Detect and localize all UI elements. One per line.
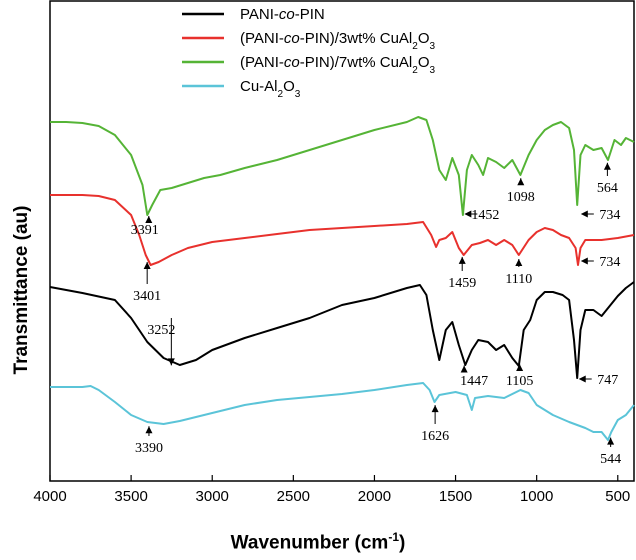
annotation-arrow-head — [167, 358, 175, 366]
annotation-label: 3390 — [135, 441, 163, 456]
legend: PANI-co-PIN (PANI-co-PIN)/3wt% CuAl2O3(PA… — [182, 6, 436, 100]
plot-frame — [49, 0, 635, 482]
legend-entry-0: PANI-co-PIN — [182, 6, 325, 23]
annotation-arrow-head — [607, 437, 615, 445]
annotation-arrow-head — [580, 257, 588, 265]
x-tick-label-1000: 1000 — [520, 488, 553, 505]
annotation-label: 1459 — [448, 276, 476, 291]
legend-entry-2: (PANI-co-PIN)/7wt% CuAl2O3 — [182, 54, 436, 76]
annotation-4: 734 — [580, 208, 620, 223]
annotation-15: 544 — [600, 437, 621, 467]
x-axis-label-wrap: Wavenumber (cm-1) — [0, 530, 636, 554]
legend-entry-3: Cu-Al2O3 — [182, 78, 301, 100]
annotation-label: 564 — [597, 181, 618, 196]
annotation-arrow-head — [458, 256, 466, 264]
annotation-1: 1452 — [464, 208, 499, 223]
annotation-arrow-head — [516, 364, 524, 371]
annotation-label: 1447 — [460, 374, 488, 389]
series-line-3 — [50, 382, 635, 441]
series-line-1 — [50, 194, 635, 266]
x-axis-label-tail: ) — [399, 532, 406, 554]
annotation-13: 3390 — [135, 426, 163, 456]
annotation-arrow-head — [517, 178, 525, 186]
annotation-9: 3252 — [147, 318, 175, 366]
annotation-0: 3391 — [131, 216, 159, 238]
x-tick-label-3500: 3500 — [114, 488, 147, 505]
annotation-label: 3391 — [131, 223, 159, 238]
annotation-arrow-head — [578, 375, 586, 383]
annotation-label: 544 — [600, 452, 621, 467]
y-axis-label: Transmittance (au) — [11, 205, 32, 375]
annotation-arrow-head — [145, 216, 153, 223]
annotation-8: 734 — [580, 255, 620, 270]
x-tick-label-2500: 2500 — [277, 488, 310, 505]
annotation-label: 1110 — [505, 272, 532, 287]
annotation-label: 1626 — [421, 429, 449, 444]
annotation-arrow-head — [145, 426, 153, 434]
annotation-label: 1098 — [507, 190, 535, 205]
series-layer — [49, 116, 635, 441]
series-line-0 — [49, 281, 635, 379]
x-tick-label-2000: 2000 — [358, 488, 391, 505]
annotation-arrow-head — [603, 162, 611, 170]
legend-label: Cu-Al2O3 — [240, 78, 301, 100]
x-tick-label-4000: 4000 — [33, 488, 66, 505]
annotation-12: 747 — [578, 373, 618, 388]
annotation-arrow-head — [580, 210, 588, 218]
annotation-5: 3401 — [133, 262, 161, 304]
legend-label: (PANI-co-PIN)/7wt% CuAl2O3 — [240, 54, 436, 76]
annotation-arrow-head — [464, 210, 472, 218]
annotation-layer: 3391 1452 1098 564 734 3401 1459 1110 734 3252 144… — [131, 162, 621, 467]
legend-label: (PANI-co-PIN)/3wt% CuAl2O3 — [240, 30, 436, 52]
x-tick-label-3000: 3000 — [196, 488, 229, 505]
annotation-label: 747 — [597, 373, 618, 388]
annotation-arrow-head — [431, 405, 439, 413]
annotation-14: 1626 — [421, 405, 449, 444]
annotation-label: 3401 — [133, 289, 161, 304]
annotation-label: 3252 — [147, 323, 175, 338]
x-axis-label: Wavenumber (cm — [230, 532, 389, 554]
series-line-2 — [50, 116, 635, 216]
annotation-label: 1105 — [506, 374, 533, 389]
x-axis-ticks: 4000 3500 3000 2500 2000 1500 1000 500 — [33, 475, 630, 505]
annotation-3: 564 — [597, 162, 618, 196]
annotation-arrow-head — [515, 259, 523, 266]
annotation-6: 1459 — [448, 256, 476, 291]
x-tick-label-1500: 1500 — [439, 488, 472, 505]
annotation-arrow-head — [143, 262, 151, 269]
annotation-arrow-head — [460, 365, 468, 373]
annotation-label: 734 — [599, 208, 620, 223]
x-axis-label-sup: -1 — [388, 530, 399, 544]
annotation-10: 1447 — [460, 365, 488, 389]
x-tick-label-500: 500 — [605, 488, 630, 505]
annotation-2: 1098 — [507, 178, 535, 205]
legend-entry-1: (PANI-co-PIN)/3wt% CuAl2O3 — [182, 30, 436, 52]
annotation-11: 1105 — [506, 364, 533, 389]
annotation-label: 1452 — [471, 208, 499, 223]
legend-label: PANI-co-PIN — [240, 6, 325, 23]
annotation-label: 734 — [599, 255, 620, 270]
annotation-7: 1110 — [505, 259, 532, 287]
